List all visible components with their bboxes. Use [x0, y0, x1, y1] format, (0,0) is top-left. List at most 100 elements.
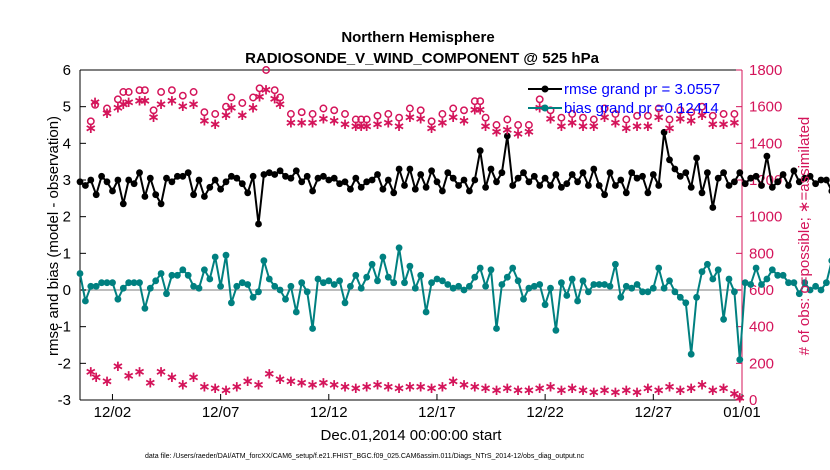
rmse-point: [763, 152, 771, 160]
bias-point: [606, 282, 614, 290]
rmse-point: [168, 178, 176, 186]
rmse-point: [174, 172, 181, 180]
obs-assimilated-marker: ∗: [133, 363, 146, 381]
obs-possible-marker: [189, 88, 198, 96]
obs-assimilated-marker: ∗: [117, 95, 130, 113]
bias-point: [287, 282, 295, 290]
bias-point: [157, 270, 165, 277]
rmse-point: [395, 165, 403, 173]
rmse-point: [601, 191, 608, 199]
obs-assimilated-marker: ∗: [285, 372, 298, 390]
obs-possible-marker: [470, 97, 479, 106]
obs-assimilated-marker: ∗: [501, 379, 514, 397]
rmse-point: [552, 171, 560, 178]
chart-subtitle: RADIOSONDE_V_WIND_COMPONENT @ 525 hPa: [245, 50, 600, 67]
obs-possible-marker: [119, 88, 128, 96]
obs-assimilated-marker: ∗: [112, 357, 125, 375]
y-right-tick-label: 800: [749, 245, 774, 262]
obs-possible-marker: [503, 115, 512, 124]
obs-assimilated-marker: ∗: [220, 106, 233, 124]
bias-point: [136, 279, 143, 287]
rmse-point: [558, 183, 565, 191]
obs-possible-marker: [643, 111, 652, 120]
obs-assimilated-marker: ∗: [577, 381, 590, 399]
obs-possible-marker: [579, 113, 587, 122]
y-left-tick-label: -2: [58, 355, 71, 372]
obs-assimilated-marker: ∗: [404, 108, 417, 126]
rmse-point: [698, 189, 706, 197]
obs-assimilated-marker: ∗: [728, 385, 741, 403]
obs-assimilated-marker: ∗: [225, 99, 238, 117]
legend-rmse-label: rmse grand pr = 3.0557: [564, 81, 720, 98]
rmse-point: [114, 176, 122, 184]
bias-point: [433, 275, 441, 283]
obs-possible-marker: [270, 86, 279, 95]
bias-point: [76, 270, 84, 277]
obs-possible-marker: [698, 102, 706, 111]
bias-point: [455, 282, 462, 290]
bias-point: [812, 282, 819, 290]
bias-line: [79, 246, 830, 361]
rmse-point: [98, 172, 105, 180]
bias-point: [530, 282, 538, 290]
rmse-point: [109, 187, 116, 195]
rmse-point: [812, 180, 819, 188]
rmse-point: [671, 165, 679, 173]
obs-possible-marker: [568, 110, 577, 118]
bias-point: [487, 266, 495, 274]
obs-assimilated-marker: ∗: [447, 372, 460, 390]
obs-assimilated-marker: ∗: [260, 80, 273, 98]
bias-point: [222, 251, 230, 259]
bias-point: [119, 284, 127, 292]
obs-assimilated-marker: ∗: [717, 115, 730, 133]
y-left-tick-label: -3: [58, 392, 71, 409]
obs-count-layer: ∗∗∗∗∗∗∗∗∗∗∗∗∗∗∗∗∗∗∗∗∗∗∗∗∗∗∗∗∗∗∗∗∗∗∗∗∗∗∗∗…: [85, 66, 747, 406]
x-axis-label: Dec.01,2014 00:00:00 start: [321, 427, 503, 444]
bias-point: [325, 277, 333, 285]
bias-point: [725, 275, 733, 283]
obs-assimilated-marker: ∗: [631, 383, 644, 401]
rmse-point: [482, 183, 489, 191]
obs-assimilated-marker: ∗: [253, 88, 266, 106]
rmse-point: [287, 174, 295, 182]
rmse-point: [136, 169, 143, 177]
bias-point: [357, 284, 365, 292]
obs-assimilated-marker: ∗: [588, 383, 601, 401]
bias-point: [644, 288, 652, 296]
bias-point: [558, 279, 565, 287]
rmse-point: [76, 178, 84, 186]
bias-point: [411, 284, 419, 292]
bias-point: [547, 284, 554, 292]
rmse-point: [320, 172, 327, 180]
rmse-point: [585, 182, 592, 189]
y-axis-left-label: rmse and bias (model - observation): [45, 116, 62, 356]
rmse-point: [741, 180, 749, 188]
bias-point: [709, 275, 717, 283]
bias-point: [460, 286, 468, 294]
obs-assimilated-marker: ∗: [458, 112, 471, 130]
bias-point: [693, 293, 700, 301]
obs-possible-marker: [211, 110, 220, 118]
obs-assimilated-marker: ∗: [598, 381, 611, 399]
bias-point: [655, 264, 663, 272]
bias-point: [228, 299, 235, 307]
rmse-point: [568, 171, 576, 178]
rmse-point: [336, 180, 343, 188]
obs-possible-marker: [135, 86, 144, 95]
rmse-point: [228, 172, 235, 180]
rmse-point: [628, 169, 636, 177]
obs-assimilated-marker: ∗: [544, 110, 557, 128]
bias-point: [368, 260, 376, 268]
y-right-tick-label: 400: [749, 319, 774, 336]
obs-assimilated-marker: ∗: [734, 388, 747, 406]
bias-point: [585, 288, 592, 296]
obs-assimilated-marker: ∗: [252, 376, 265, 394]
rmse-point: [163, 174, 170, 182]
obs-assimilated-marker: ∗: [523, 123, 536, 141]
obs-assimilated-marker: ∗: [685, 379, 698, 397]
obs-possible-marker: [91, 100, 100, 109]
obs-possible-marker: [103, 104, 111, 113]
obs-assimilated-marker: ∗: [295, 113, 308, 131]
rmse-point: [514, 174, 522, 182]
